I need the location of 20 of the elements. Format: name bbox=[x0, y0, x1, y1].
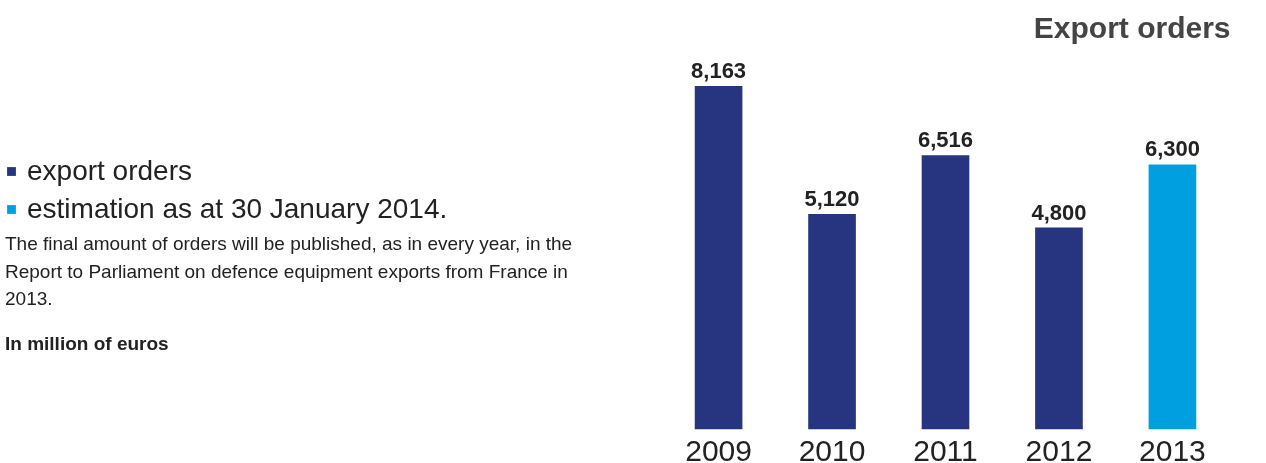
bar bbox=[694, 86, 743, 430]
data-label: 4,800 bbox=[1031, 199, 1087, 225]
chart-title: Export orders bbox=[1033, 10, 1231, 44]
bar bbox=[921, 155, 970, 430]
x-tick-label: 2013 bbox=[1139, 433, 1206, 463]
bar bbox=[1148, 164, 1197, 430]
x-tick-label: 2012 bbox=[1025, 433, 1093, 463]
text: The final amount of orders will be published, as in every year, in the Report to Parliament on defence equipment exports from France in 2013. bbox=[5, 232, 574, 312]
x-tick-label: 2009 bbox=[685, 433, 752, 463]
text: In million of euros bbox=[5, 331, 169, 356]
legend-label: estimation as at 30 January 2014. bbox=[27, 193, 448, 225]
legend-label: export orders bbox=[27, 155, 192, 187]
data-label: 5,120 bbox=[804, 186, 860, 212]
data-label: 6,300 bbox=[1144, 136, 1200, 162]
x-tick-label: 2010 bbox=[798, 433, 866, 463]
bar bbox=[808, 214, 856, 430]
x-tick-label: 2011 bbox=[913, 433, 978, 463]
data-label: 8,163 bbox=[691, 58, 747, 84]
data-label: 6,516 bbox=[917, 127, 974, 153]
bar bbox=[1035, 227, 1083, 430]
